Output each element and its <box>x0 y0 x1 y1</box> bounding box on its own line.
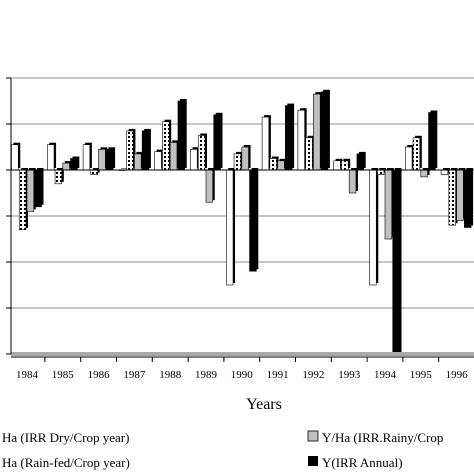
bar <box>333 160 341 171</box>
bar <box>205 169 214 203</box>
bar <box>392 169 400 355</box>
bar <box>241 146 249 171</box>
bar <box>233 153 242 171</box>
bar <box>154 151 162 171</box>
x-tick-label: 1992 <box>302 369 324 381</box>
bar <box>226 169 234 286</box>
legend-item-ha-irr-dry: Ha (IRR Dry/Crop year) <box>2 430 129 445</box>
bar <box>126 130 134 171</box>
bar <box>428 112 436 171</box>
bar <box>305 137 313 171</box>
bar <box>297 109 305 171</box>
bar <box>141 130 150 171</box>
legend-label: Y/Ha (IRR.Rainy/Crop <box>322 430 443 445</box>
bar <box>11 144 19 171</box>
bar <box>46 144 55 171</box>
bar <box>54 169 63 185</box>
x-tick-label: 1984 <box>16 369 39 381</box>
bar <box>269 158 277 171</box>
x-tick-labels: 1984 1985 1986 1987 1988 1989 1990 1991 1992 1993… <box>16 369 469 381</box>
gridlines <box>11 77 474 309</box>
x-tick-label: 1993 <box>338 369 361 381</box>
legend: Ha (IRR Dry/Crop year) Ha (Rain-fed/Crop… <box>2 430 443 470</box>
bar <box>26 169 35 212</box>
x-tick-label: 1991 <box>267 369 289 381</box>
legend-item-yha-irr-rainy: Y/Ha (IRR.Rainy/Crop <box>307 430 443 445</box>
bar <box>98 149 106 171</box>
bar <box>376 169 385 175</box>
legend-item-y-irr-annual: Y(IRR Annual) <box>308 455 403 470</box>
bar <box>62 162 70 171</box>
bar <box>404 146 413 171</box>
legend-label: Ha (IRR Dry/Crop year) <box>2 430 129 445</box>
bar <box>412 137 421 171</box>
bar <box>70 158 78 171</box>
legend-label: Ha (Rain-fed/Crop year) <box>2 455 130 470</box>
x-tick-label: 1994 <box>374 369 397 381</box>
bar <box>384 169 393 240</box>
bar <box>440 169 449 175</box>
bar <box>82 144 91 171</box>
x-tick-label: 1988 <box>159 369 182 381</box>
bar <box>356 153 365 171</box>
bar <box>261 116 270 171</box>
bar <box>169 142 178 171</box>
bar <box>162 121 170 171</box>
bar <box>464 169 472 228</box>
x-axis-title: Years <box>246 396 282 413</box>
bar <box>448 169 456 226</box>
bar <box>18 169 27 231</box>
axes <box>6 77 474 362</box>
x-tick-label: 1986 <box>88 369 111 381</box>
x-tick-label: 1989 <box>195 369 218 381</box>
legend-swatch-black <box>308 456 318 466</box>
x-tick-label: 1995 <box>410 369 433 381</box>
bar <box>320 91 329 171</box>
bars <box>11 89 474 355</box>
bar <box>348 169 357 194</box>
bar <box>420 169 428 178</box>
chart-floor <box>11 352 474 356</box>
bar <box>277 160 285 171</box>
bar <box>190 149 198 171</box>
bar <box>313 93 321 171</box>
x-tick-label: 1996 <box>446 369 469 381</box>
bar <box>106 149 114 171</box>
bar <box>213 114 221 171</box>
bar <box>34 169 42 208</box>
bar <box>456 169 464 221</box>
x-tick-label: 1987 <box>123 369 146 381</box>
bar <box>249 169 257 272</box>
bar <box>177 100 185 171</box>
bar <box>341 160 349 171</box>
bar <box>134 153 142 171</box>
bar <box>197 135 206 171</box>
legend-label: Y(IRR Annual) <box>322 455 403 470</box>
bar-shadow <box>120 168 128 169</box>
x-tick-label: 1990 <box>231 369 254 381</box>
legend-swatch-gray <box>307 430 319 442</box>
bar <box>285 105 293 171</box>
bar <box>90 169 98 175</box>
x-tick-label: 1985 <box>52 369 75 381</box>
bar <box>369 169 377 286</box>
legend-item-ha-rain-fed: Ha (Rain-fed/Crop year) <box>2 455 130 470</box>
